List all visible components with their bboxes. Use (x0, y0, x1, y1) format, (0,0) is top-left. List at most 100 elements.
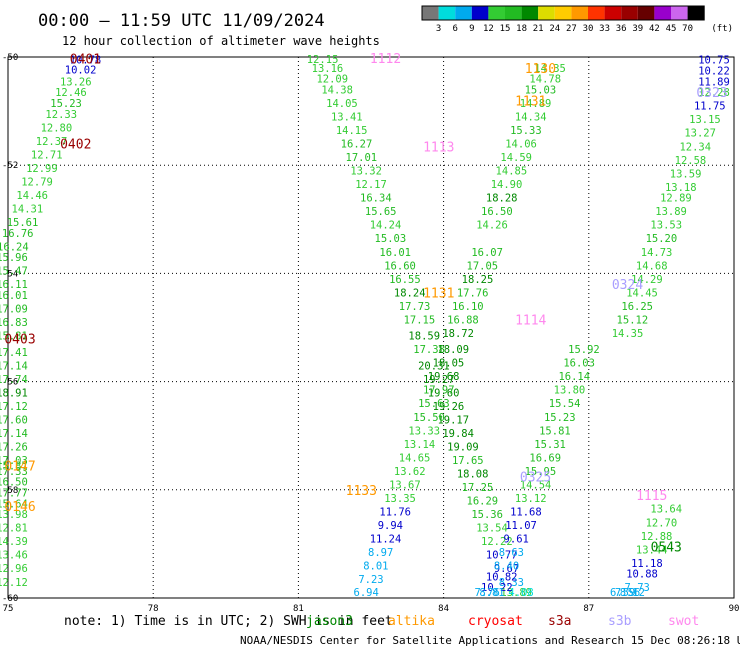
wave-height-label: 14.68 (636, 260, 668, 272)
wave-height-label: 12.70 (646, 517, 678, 529)
colorbar-tick-label: 30 (583, 24, 594, 34)
pass-label: 1112 (370, 52, 401, 67)
grid (8, 57, 734, 598)
wave-height-label: 13.41 (331, 112, 363, 124)
wave-height-label: 8.33 (499, 577, 524, 589)
satellite-legend-jason3: jason3 (306, 614, 353, 629)
wave-height-label: 13.35 (384, 493, 416, 505)
wave-height-label: 7.56 (615, 587, 640, 599)
wave-height-observations: 10.7810.0213.2612.4615.2312.3312.8012.37… (0, 54, 730, 599)
wave-height-label: 13.89 (500, 587, 532, 599)
wave-height-label: 13.98 (0, 509, 28, 521)
wave-height-label: 17.41 (0, 347, 28, 359)
pass-label: 1113 (423, 140, 454, 155)
y-tick-label: -56 (2, 378, 18, 388)
wave-height-label: 13.44 (636, 544, 668, 556)
colorbar-swatch (505, 6, 522, 20)
x-tick-label: 90 (729, 604, 740, 614)
wave-height-label: 14.15 (336, 125, 368, 137)
colorbar-frame (421, 5, 705, 21)
wave-height-label: 16.11 (0, 279, 28, 291)
wave-height-label: 15.81 (0, 331, 28, 343)
wave-height-label: 13.33 (408, 425, 440, 437)
y-tick-label: -58 (2, 486, 18, 496)
wave-height-label: 17.74 (0, 374, 28, 386)
wave-height-label: 15.31 (534, 439, 566, 451)
pass-label: 0402 (60, 138, 91, 153)
wave-height-label: 8.63 (499, 547, 524, 559)
wave-height-label: 17.97 (423, 385, 455, 397)
colorbar-tick-label: 39 (632, 24, 643, 34)
wave-height-label: 14.31 (12, 203, 44, 215)
wave-height-label: 17.73 (399, 301, 431, 313)
wave-height-label: 10.75 (698, 55, 730, 67)
wave-height-label: 17.14 (0, 428, 28, 440)
pass-label: 0401 (70, 53, 101, 68)
colorbar-tick-label: 9 (469, 24, 474, 34)
wave-height-label: 18.59 (408, 331, 440, 343)
pass-label: 1131 (515, 94, 546, 109)
wave-height-label: 13.32 (350, 166, 382, 178)
y-tick-label: -54 (2, 269, 18, 279)
wave-height-label: 11.76 (379, 506, 411, 518)
wave-height-label: 10.88 (626, 569, 658, 581)
pass-label: 1133 (346, 484, 377, 499)
wave-height-label: 15.65 (365, 206, 397, 218)
wave-height-label: 10.02 (65, 64, 97, 76)
wave-height-label: 17.38 (413, 344, 445, 356)
wave-height-label: 18.25 (462, 274, 494, 286)
wave-height-label: 10.77 (486, 550, 518, 562)
wave-height-label: 16.50 (481, 206, 513, 218)
wave-height-label: 11.24 (370, 533, 402, 545)
wave-height-label: 12.89 (660, 193, 692, 205)
wave-height-label: 15.87 (0, 460, 28, 472)
wave-height-label: 12.88 (641, 531, 673, 543)
pass-label: 0323 (696, 86, 727, 101)
wave-height-label: 17.33 (0, 466, 28, 478)
wave-height-label: 18.05 (433, 358, 465, 370)
wave-height-label: 16.07 (471, 247, 503, 259)
wave-height-label: 15.33 (510, 125, 542, 137)
colorbar-tick-label: 15 (500, 24, 511, 34)
wave-height-label: 16.88 (447, 314, 479, 326)
wave-height-label: 14.05 (326, 98, 358, 110)
wave-height-label: 16.76 (2, 228, 34, 240)
wave-height-label: 8.01 (363, 561, 388, 573)
wave-height-label: 13.12 (515, 493, 547, 505)
chart-subtitle: 12 hour collection of altimeter wave hei… (62, 34, 380, 48)
wave-height-label: 17.03 (0, 455, 28, 467)
footer-note: note: 1) Time is in UTC; 2) SWH is in fe… (64, 614, 393, 629)
colorbar-tick-label: 42 (649, 24, 660, 34)
wave-height-label: 14.59 (500, 152, 532, 164)
wave-height-label: 11.89 (698, 76, 730, 88)
wave-height-label: 12.12 (0, 577, 28, 589)
wave-height-label: 14.29 (631, 274, 663, 286)
wave-height-label: 17.60 (0, 414, 28, 426)
colorbar-swatch (654, 6, 671, 20)
wave-height-label: 12.09 (316, 74, 348, 86)
wave-height-label: 19.60 (428, 387, 460, 399)
wave-height-label: 13.18 (665, 182, 697, 194)
pass-label: 0543 (651, 541, 682, 556)
colorbar-swatch (637, 6, 655, 20)
wave-height-label: 17.15 (404, 314, 436, 326)
wave-height-label: 15.50 (413, 412, 445, 424)
wave-height-label: 17.14 (0, 360, 28, 372)
wave-height-label: 9.61 (504, 533, 529, 545)
x-tick-label: 78 (148, 604, 159, 614)
wave-height-label: 19.26 (433, 401, 465, 413)
colorbar-swatch (422, 6, 439, 20)
wave-height-label: 10.82 (486, 571, 518, 583)
wave-height-label: 18.91 (0, 387, 28, 399)
wave-height-label: 15.03 (375, 233, 407, 245)
wave-height-label: 15.03 (525, 84, 557, 96)
wave-height-label: 8.97 (368, 547, 393, 559)
wave-height-label: 12.15 (307, 54, 339, 66)
wave-height-label: 14.26 (476, 220, 508, 232)
wave-height-label: 14.89 (520, 98, 552, 110)
wave-height-label: 11.68 (510, 506, 542, 518)
wave-height-label: 14.45 (626, 287, 658, 299)
wave-height-label: 12.33 (45, 109, 77, 121)
plot-frame (7, 56, 735, 599)
